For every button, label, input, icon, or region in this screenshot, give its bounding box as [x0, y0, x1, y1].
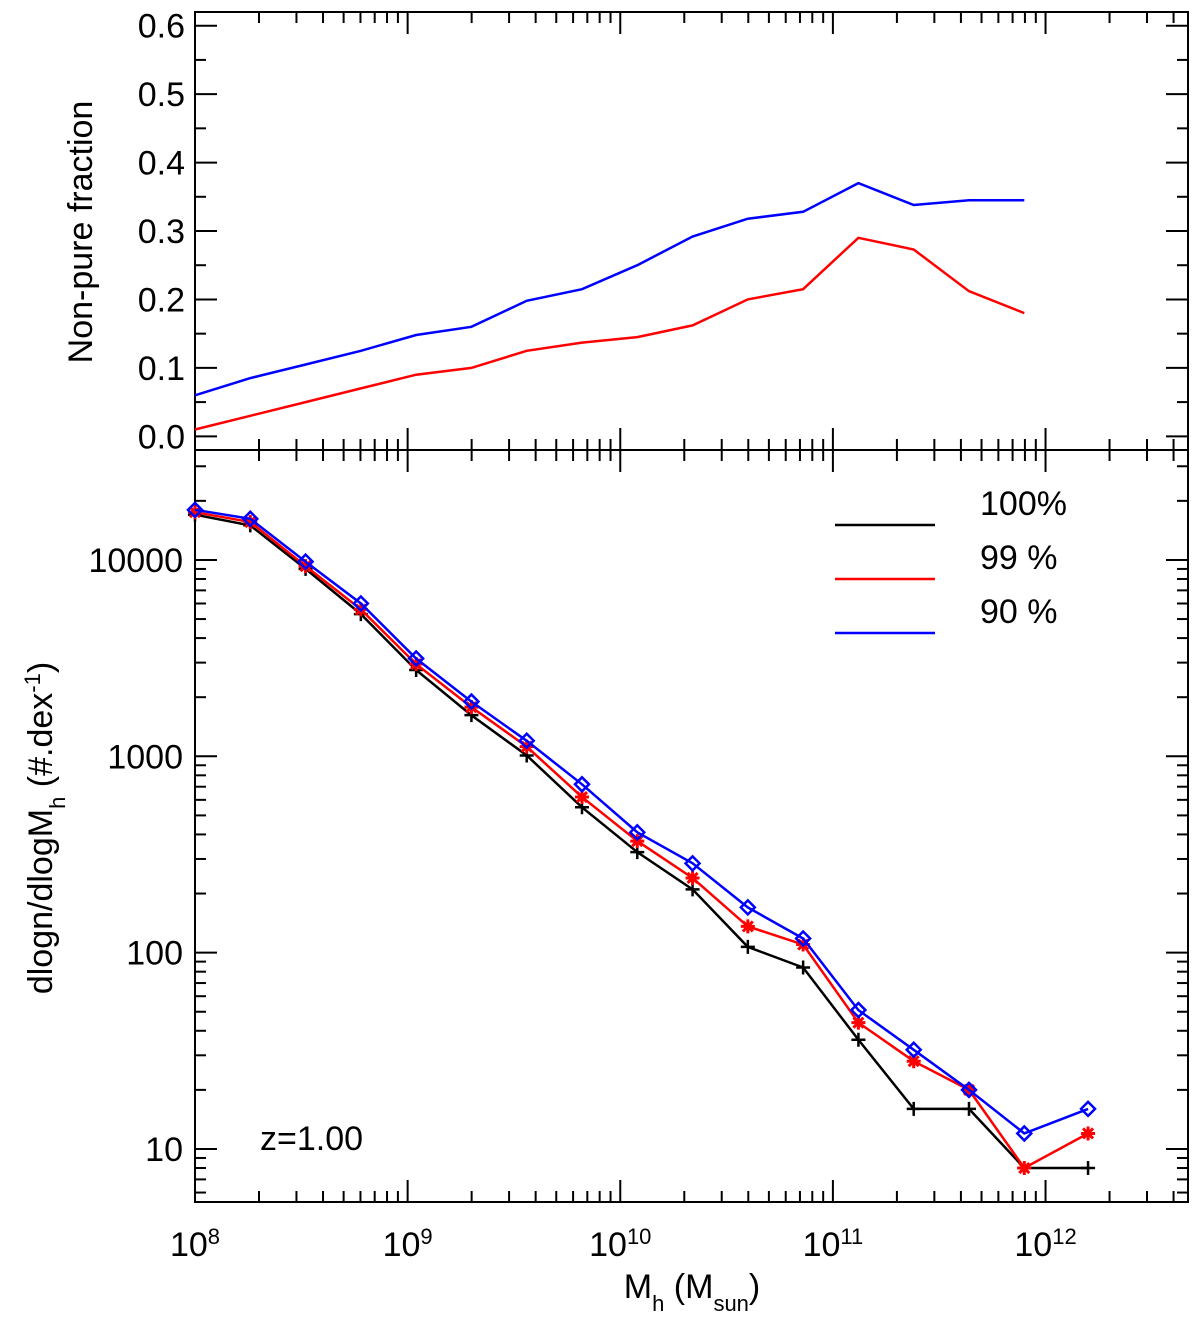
bottom-xtick-label: 109 — [383, 1224, 433, 1265]
data-point-diamond — [904, 1041, 923, 1059]
xtick-exponent: 9 — [420, 1224, 432, 1249]
bottom-xlabel: Mh (Msun) — [624, 1268, 761, 1316]
xtick-base: 10 — [589, 1226, 627, 1264]
data-point-diamond — [683, 854, 702, 873]
top-series-line-0 — [194, 236, 1025, 431]
data-point-diamond — [794, 929, 812, 948]
top-panel: 0.0 0.1 0.2 0.3 0.4 0.5 0.6 — [138, 8, 1189, 456]
data-point-asterisk — [851, 1015, 866, 1030]
xtick-base: 10 — [803, 1226, 841, 1264]
data-point-diamond — [517, 731, 536, 750]
xtick-exponent: 8 — [208, 1224, 220, 1249]
top-ytick-label: 0.2 — [138, 281, 185, 319]
data-point-diamond — [739, 898, 757, 917]
data-point-diamond — [241, 510, 260, 528]
data-point-plus — [851, 1032, 866, 1047]
bottom-xtick-label: 1012 — [1014, 1224, 1076, 1265]
top-ytick-label: 0.3 — [138, 213, 185, 251]
top-ytick-label: 0.1 — [138, 350, 185, 388]
data-point-asterisk — [906, 1054, 921, 1069]
bottom-ytick-label: 100 — [126, 935, 183, 973]
data-point-asterisk — [298, 559, 313, 574]
bottom-xtick-label: 108 — [170, 1224, 220, 1265]
data-point-asterisk — [243, 515, 258, 530]
bottom-ylabel: dlogn/dlogMh (#.dex-1) — [20, 662, 70, 994]
data-point-diamond — [628, 823, 647, 842]
bottom-ytick-label: 10 — [145, 1131, 183, 1169]
redshift-annotation: z=1.00 — [260, 1120, 363, 1158]
top-ytick-label: 0.6 — [138, 8, 185, 46]
data-point-diamond — [352, 594, 370, 613]
data-point-plus — [740, 939, 755, 954]
top-ytick-label: 0.5 — [138, 76, 185, 114]
xtick-base: 10 — [1014, 1226, 1052, 1264]
top-plot-frame — [194, 11, 1189, 451]
data-point-asterisk — [685, 870, 700, 885]
data-point-asterisk — [574, 790, 589, 805]
bottom-plot-frame — [194, 449, 1189, 1203]
data-point-diamond — [1079, 1100, 1097, 1118]
data-point-asterisk — [1017, 1161, 1032, 1176]
data-point-diamond — [462, 692, 481, 711]
top-ytick-label: 0.4 — [138, 145, 185, 183]
data-point-diamond — [186, 501, 204, 519]
data-point-plus — [961, 1101, 976, 1116]
legend-label-1: 99 % — [980, 539, 1058, 577]
data-point-diamond — [1015, 1124, 1034, 1143]
xtick-base: 10 — [170, 1226, 208, 1264]
bottom-xtick-label: 1011 — [803, 1224, 864, 1265]
data-point-diamond — [296, 552, 315, 571]
data-point-asterisk — [1081, 1126, 1096, 1141]
data-point-plus — [906, 1101, 921, 1116]
legend-label-2: 90 % — [980, 593, 1058, 631]
data-point-diamond — [407, 649, 425, 668]
bottom-ytick-label: 10000 — [88, 542, 183, 580]
legend-label-0: 100% — [980, 485, 1067, 523]
top-ytick-label: 0.0 — [138, 418, 185, 456]
data-point-plus — [1081, 1161, 1096, 1176]
xtick-exponent: 10 — [627, 1224, 651, 1249]
data-point-diamond — [849, 1001, 868, 1019]
bottom-series-line-2 — [194, 508, 1089, 1135]
xtick-base: 10 — [383, 1226, 421, 1264]
top-series-line-1 — [194, 181, 1025, 397]
data-point-plus — [796, 960, 811, 975]
data-point-diamond — [960, 1081, 978, 1099]
data-point-asterisk — [740, 919, 755, 934]
data-point-diamond — [573, 775, 591, 794]
data-point-asterisk — [188, 505, 202, 520]
bottom-xtick-label: 1010 — [589, 1224, 651, 1265]
xtick-exponent: 11 — [840, 1224, 863, 1249]
top-ylabel: Non-pure fraction — [62, 101, 100, 364]
xtick-exponent: 12 — [1052, 1224, 1076, 1249]
bottom-ytick-label: 1000 — [107, 738, 183, 776]
